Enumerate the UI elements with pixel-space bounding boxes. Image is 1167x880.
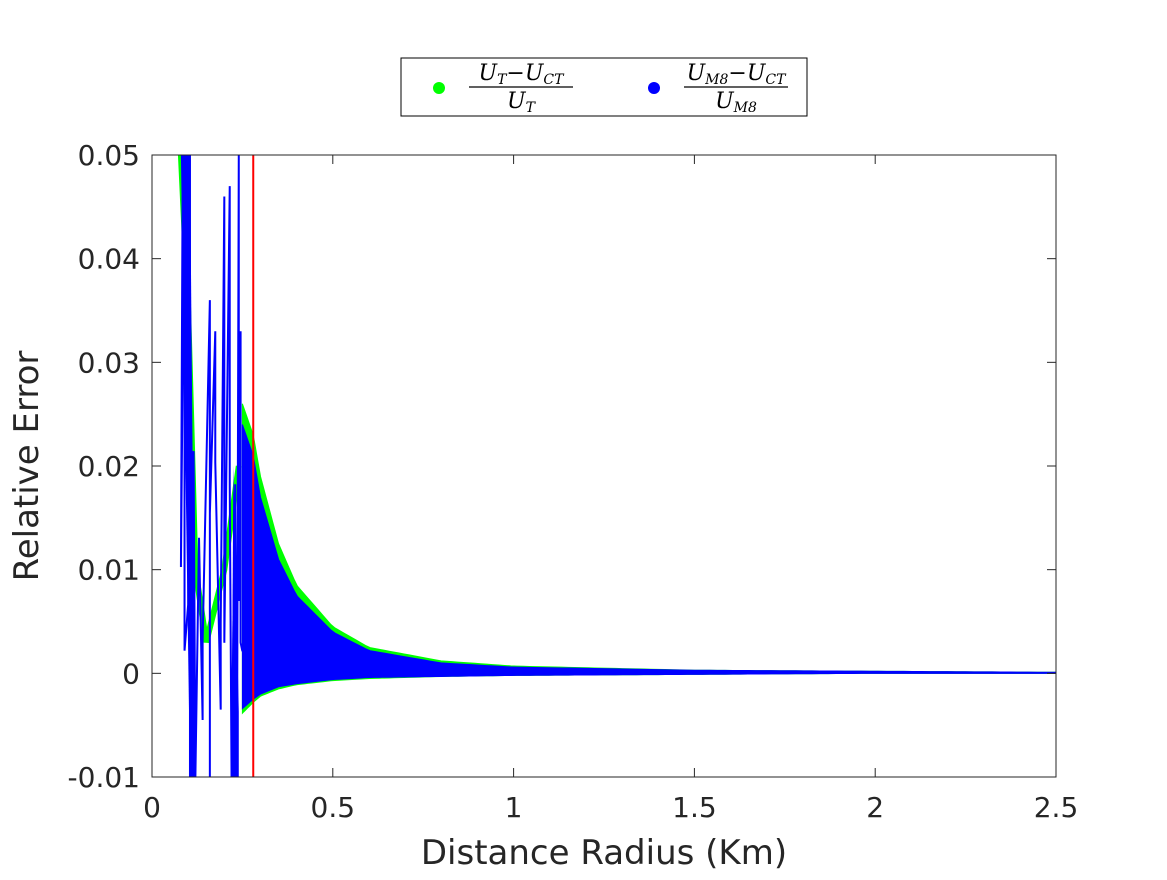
series-2 bbox=[179, 155, 1056, 777]
legend-denominator-1: UT bbox=[507, 89, 537, 116]
legend-marker-2 bbox=[648, 82, 660, 94]
legend-marker-1 bbox=[433, 82, 445, 94]
x-tick-label: 0 bbox=[143, 791, 161, 824]
legend-numerator-1: UT−UCT bbox=[479, 61, 566, 88]
x-tick-label: 1.5 bbox=[672, 791, 717, 824]
y-tick-label: 0.02 bbox=[78, 450, 140, 483]
x-tick-label: 2.5 bbox=[1034, 791, 1079, 824]
plot-series-group bbox=[177, 155, 1056, 777]
series-1-band bbox=[241, 403, 1056, 715]
series-2-wedge bbox=[180, 155, 196, 777]
y-tick-label: -0.01 bbox=[68, 761, 140, 794]
x-tick-label: 0.5 bbox=[311, 791, 356, 824]
y-tick-label: 0.01 bbox=[78, 554, 140, 587]
series-2-band bbox=[241, 424, 1056, 710]
x-tick-label: 1 bbox=[505, 791, 523, 824]
legend-denominator-2: UM8 bbox=[715, 89, 757, 116]
plot-area bbox=[177, 155, 1056, 777]
y-tick-label: 0.03 bbox=[78, 346, 140, 379]
y-axis-title: Relative Error bbox=[7, 351, 47, 582]
x-tick-label: 2 bbox=[866, 791, 884, 824]
x-axis-title: Distance Radius (Km) bbox=[421, 833, 787, 873]
y-tick-label: 0.04 bbox=[78, 243, 140, 276]
legend-numerator-2: UM8−UCT bbox=[687, 61, 787, 88]
series-2-block bbox=[231, 466, 239, 777]
y-tick-label: 0.05 bbox=[78, 139, 140, 172]
y-tick-label: 0 bbox=[122, 657, 140, 690]
